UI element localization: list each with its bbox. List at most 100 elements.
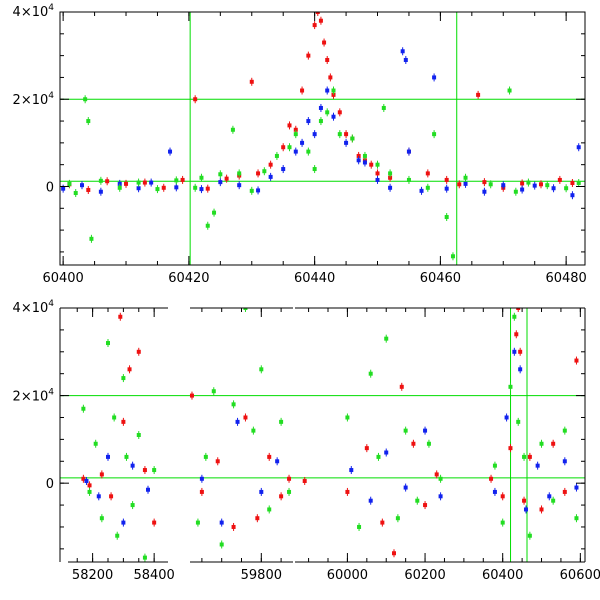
data-point xyxy=(545,183,550,188)
data-point xyxy=(87,483,92,488)
data-point xyxy=(331,114,336,119)
data-point xyxy=(189,393,194,398)
data-point xyxy=(287,476,292,481)
data-point xyxy=(444,177,449,182)
data-point xyxy=(124,454,129,459)
data-point xyxy=(423,503,428,508)
data-point xyxy=(152,468,157,473)
data-point xyxy=(73,191,78,196)
data-point xyxy=(149,180,154,185)
data-point xyxy=(215,459,220,464)
data-point xyxy=(357,524,362,529)
data-point xyxy=(538,182,543,187)
data-point xyxy=(318,105,323,110)
bottom-panel-light-curve: 0 2×104 4×104 58200 58400 59800 60000 60200 6040… xyxy=(13,299,600,583)
data-point xyxy=(195,520,200,525)
data-point xyxy=(384,450,389,455)
data-point xyxy=(520,187,525,192)
x-tick-label: 60420 xyxy=(168,271,209,286)
data-point xyxy=(345,489,350,494)
data-point xyxy=(570,193,575,198)
data-point xyxy=(180,177,185,182)
data-point xyxy=(109,494,114,499)
data-point xyxy=(400,49,405,54)
data-point xyxy=(205,186,210,191)
data-point xyxy=(293,149,298,154)
data-point xyxy=(557,177,562,182)
data-point xyxy=(118,314,123,319)
y-tick-label: 2×104 xyxy=(13,91,55,108)
data-point xyxy=(199,187,204,192)
data-point xyxy=(302,478,307,483)
data-point xyxy=(482,189,487,194)
data-point xyxy=(322,40,327,45)
data-point xyxy=(406,149,411,154)
data-point xyxy=(522,498,527,503)
data-point xyxy=(259,489,264,494)
data-point xyxy=(249,79,254,84)
data-point xyxy=(121,376,126,381)
x-tick-label: 58400 xyxy=(133,568,174,583)
x-tick-label: 58200 xyxy=(72,568,113,583)
data-point xyxy=(136,349,141,354)
data-point xyxy=(306,53,311,58)
data-point xyxy=(376,454,381,459)
top-panel-light-curve: 0 2×104 4×104 60400 60420 60440 60460 60480 xyxy=(13,3,587,286)
data-point xyxy=(523,507,528,512)
data-point xyxy=(237,183,242,188)
data-point xyxy=(507,88,512,93)
data-point xyxy=(174,185,179,190)
data-point xyxy=(574,358,579,363)
data-point xyxy=(237,171,242,176)
x-tick-label: 60000 xyxy=(327,568,368,583)
data-point xyxy=(96,494,101,499)
data-point xyxy=(388,185,393,190)
data-point xyxy=(516,419,521,424)
data-point xyxy=(142,555,147,560)
data-point xyxy=(105,179,110,184)
data-point xyxy=(526,180,531,185)
data-point xyxy=(344,140,349,145)
data-point xyxy=(489,476,494,481)
data-point xyxy=(513,189,518,194)
data-point xyxy=(86,119,91,124)
data-point xyxy=(121,419,126,424)
data-point xyxy=(199,476,204,481)
data-point xyxy=(551,498,556,503)
data-point xyxy=(492,463,497,468)
data-point xyxy=(406,177,411,182)
data-point xyxy=(142,468,147,473)
guide-lines xyxy=(60,12,585,265)
data-point xyxy=(388,175,393,180)
data-point xyxy=(155,187,160,192)
data-point xyxy=(539,441,544,446)
data-point xyxy=(325,110,330,115)
data-point xyxy=(219,520,224,525)
data-point xyxy=(463,175,468,180)
data-point xyxy=(306,119,311,124)
data-point xyxy=(444,186,449,191)
data-point xyxy=(551,186,556,191)
data-point xyxy=(267,454,272,459)
data-point xyxy=(281,145,286,150)
data-point xyxy=(300,88,305,93)
data-point xyxy=(274,153,279,158)
data-point xyxy=(256,188,261,193)
data-point xyxy=(293,127,298,132)
data-point xyxy=(318,119,323,124)
data-point xyxy=(356,158,361,163)
data-point xyxy=(315,12,320,14)
data-point xyxy=(211,389,216,394)
data-point xyxy=(161,185,166,190)
data-point xyxy=(463,181,468,186)
data-point xyxy=(99,516,104,521)
data-point xyxy=(249,188,254,193)
data-point xyxy=(403,428,408,433)
data-point xyxy=(512,349,517,354)
data-point xyxy=(403,57,408,62)
data-point xyxy=(450,254,455,259)
data-point xyxy=(500,520,505,525)
data-point xyxy=(287,123,292,128)
data-point xyxy=(80,183,85,188)
